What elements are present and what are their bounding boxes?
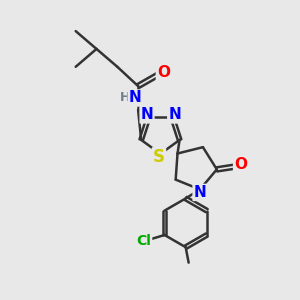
Text: O: O [234,158,247,172]
Text: O: O [157,65,170,80]
Text: N: N [129,91,142,106]
Text: N: N [168,107,181,122]
Text: Cl: Cl [136,234,151,248]
Text: N: N [194,185,206,200]
Text: H: H [119,92,130,104]
Text: N: N [141,107,153,122]
Text: S: S [153,148,165,166]
